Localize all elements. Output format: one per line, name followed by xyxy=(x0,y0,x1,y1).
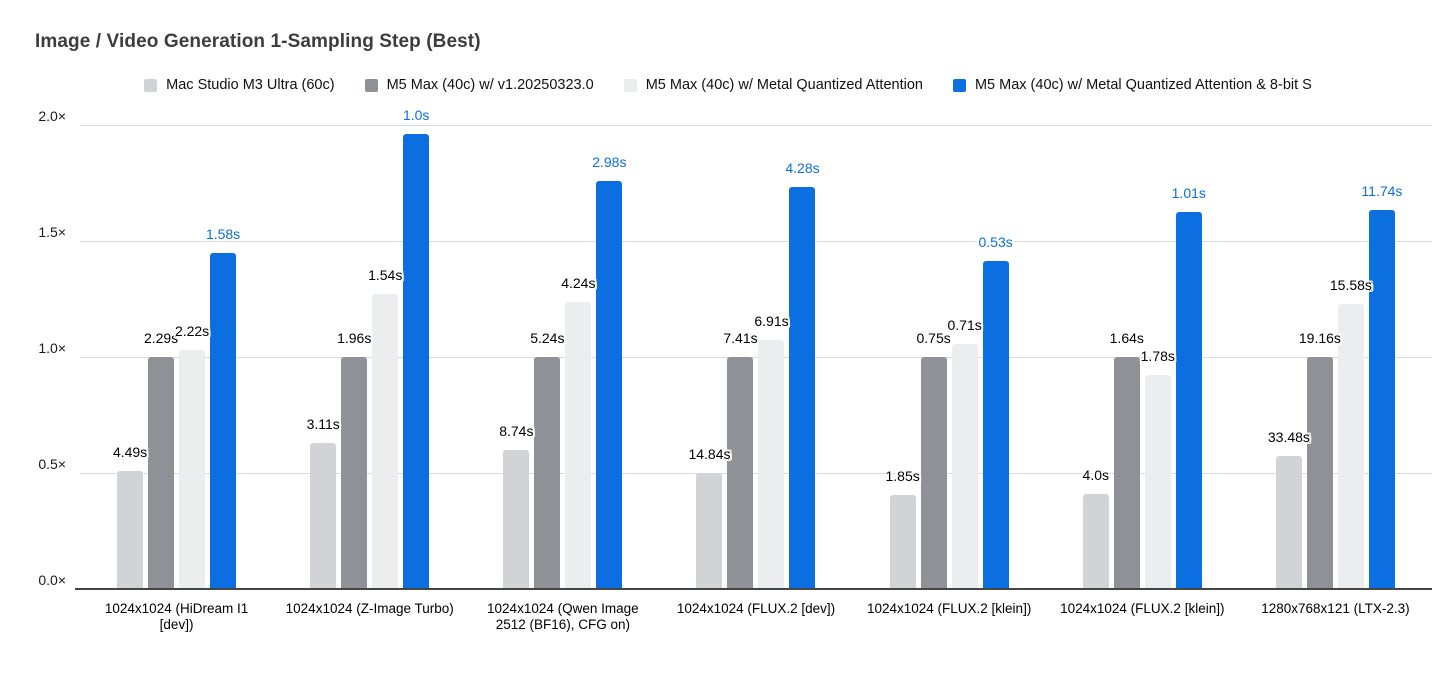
bar xyxy=(148,357,175,589)
bar xyxy=(758,340,785,589)
bar-value-label: 4.0s xyxy=(1082,467,1109,483)
bar xyxy=(565,302,592,589)
bar-group-1: 4.49s 2.29s 2.22s 1.58s xyxy=(80,125,273,589)
bar xyxy=(1175,212,1202,589)
bar-value-label: 15.58s xyxy=(1329,277,1372,293)
legend-swatch xyxy=(144,78,158,92)
legend-item-series-1: Mac Studio M3 Ultra (60c) xyxy=(144,77,335,93)
legend: Mac Studio M3 Ultra (60c) M5 Max (40c) w/… xyxy=(0,77,1456,93)
bar-value-label: 1.64s xyxy=(1109,330,1144,346)
y-axis-tick-label: 1.0× xyxy=(38,340,66,356)
x-axis-category-label: 1024x1024 (HiDream I1 [dev]) xyxy=(104,601,249,633)
bar xyxy=(1337,304,1364,589)
bar-value-label: 1.01s xyxy=(1171,185,1206,201)
bar xyxy=(982,261,1009,589)
bar xyxy=(596,181,623,589)
y-axis-tick-label: 2.0× xyxy=(38,108,66,124)
bar xyxy=(1306,357,1333,589)
bar-value-label: 1.58s xyxy=(205,226,241,242)
bar-group-6: 4.0s 1.64s 1.78s 1.01s xyxy=(1046,125,1239,589)
bar-value-label: 1.96s xyxy=(337,330,372,346)
gridline xyxy=(80,124,1432,126)
bar-group-2: 3.11s 1.96s 1.54s 1.0s xyxy=(273,107,466,589)
bar xyxy=(1082,494,1109,589)
bar xyxy=(210,253,237,589)
legend-swatch xyxy=(364,78,378,92)
gridline xyxy=(80,356,1432,358)
bar-value-label: 0.71s xyxy=(947,317,982,333)
x-axis-category-label: 1280x768x121 (LTX-2.3) xyxy=(1261,601,1410,616)
bar xyxy=(789,187,816,589)
x-axis-category-label: 1024x1024 (Qwen Image 2512 (BF16), CFG o… xyxy=(487,601,639,633)
bar-value-label: 4.24s xyxy=(561,275,596,291)
legend-item-series-2: M5 Max (40c) w/ v1.20250323.0 xyxy=(364,77,594,93)
x-axis-category-label: 1024x1024 (FLUX.2 [dev]) xyxy=(676,601,836,616)
bar xyxy=(310,443,337,589)
bar-value-label: 1.78s xyxy=(1140,348,1175,364)
bar xyxy=(1275,456,1302,589)
bar xyxy=(1113,357,1140,589)
bar xyxy=(920,357,947,589)
bar-value-label: 7.41s xyxy=(723,330,758,346)
bar xyxy=(534,357,561,589)
bar xyxy=(372,294,399,589)
bar xyxy=(403,134,430,589)
bar-value-label: 3.11s xyxy=(306,416,340,432)
bar-group-5: 1.85s 0.75s 0.71s 0.53s xyxy=(853,125,1046,589)
bar-value-label: 1.54s xyxy=(368,267,403,283)
bar xyxy=(1144,375,1171,589)
legend-swatch xyxy=(952,78,966,92)
bar-value-label: 11.74s xyxy=(1361,183,1403,199)
y-axis-tick-label: 1.5× xyxy=(38,224,66,240)
legend-item-series-3: M5 Max (40c) w/ Metal Quantized Attentio… xyxy=(623,77,923,93)
bar-value-label: 19.16s xyxy=(1298,330,1341,346)
gridline xyxy=(80,240,1432,242)
legend-label: M5 Max (40c) w/ v1.20250323.0 xyxy=(386,77,594,93)
bar-value-label: 2.29s xyxy=(143,330,179,346)
bar-value-label: 0.53s xyxy=(978,234,1013,250)
bar-value-label: 6.91s xyxy=(754,313,789,329)
legend-item-series-4: M5 Max (40c) w/ Metal Quantized Attentio… xyxy=(952,77,1312,93)
bar xyxy=(889,495,916,589)
x-axis-category-label: 1024x1024 (FLUX.2 [klein]) xyxy=(1060,601,1225,616)
bar-group-4: 14.84s 7.41s 6.91s 4.28s xyxy=(659,125,852,589)
bar-group-7: 33.48s 19.16s 15.58s 11.74s xyxy=(1239,125,1432,589)
bar xyxy=(696,473,723,589)
bar-group-3: 8.74s 5.24s 4.24s 2.98s xyxy=(466,125,659,589)
legend-swatch xyxy=(623,78,637,92)
bar-value-label: 2.98s xyxy=(592,154,627,170)
bar-value-label: 8.74s xyxy=(499,423,534,439)
y-axis-tick-label: 0.5× xyxy=(38,456,66,472)
bar xyxy=(179,350,206,589)
chart-title: Image / Video Generation 1-Sampling Step… xyxy=(35,31,481,52)
legend-label: Mac Studio M3 Ultra (60c) xyxy=(166,77,335,93)
legend-label: M5 Max (40c) w/ Metal Quantized Attentio… xyxy=(645,77,923,93)
bar-value-label: 1.85s xyxy=(885,468,920,484)
bar-value-label: 5.24s xyxy=(530,330,565,346)
bar-value-label: 4.28s xyxy=(785,160,820,176)
bar-value-label: 2.22s xyxy=(174,323,210,339)
bar xyxy=(341,357,368,589)
legend-label: M5 Max (40c) w/ Metal Quantized Attentio… xyxy=(974,77,1312,93)
bar xyxy=(951,344,978,589)
x-axis-category-label: 1024x1024 (Z-Image Turbo) xyxy=(285,601,454,616)
bar-value-label: 0.75s xyxy=(916,330,951,346)
bar-value-label: 14.84s xyxy=(688,446,731,462)
x-axis-category-label: 1024x1024 (FLUX.2 [klein]) xyxy=(866,601,1032,616)
bar xyxy=(1368,210,1395,589)
bar xyxy=(503,450,530,589)
y-axis-tick-label: 0.0× xyxy=(38,572,66,588)
bar xyxy=(117,471,144,589)
plot-area: 0.0× 0.5× 1.0× 1.5× 2.0× 1024x1024 (HiDream I… xyxy=(38,107,1432,632)
bar-value-label: 33.48s xyxy=(1267,429,1310,445)
bar-value-label: 1.0s xyxy=(402,107,430,123)
gridline xyxy=(80,472,1432,474)
x-axis-baseline xyxy=(75,588,1432,590)
bar xyxy=(727,357,754,589)
bar-value-label: 4.49s xyxy=(112,444,148,460)
